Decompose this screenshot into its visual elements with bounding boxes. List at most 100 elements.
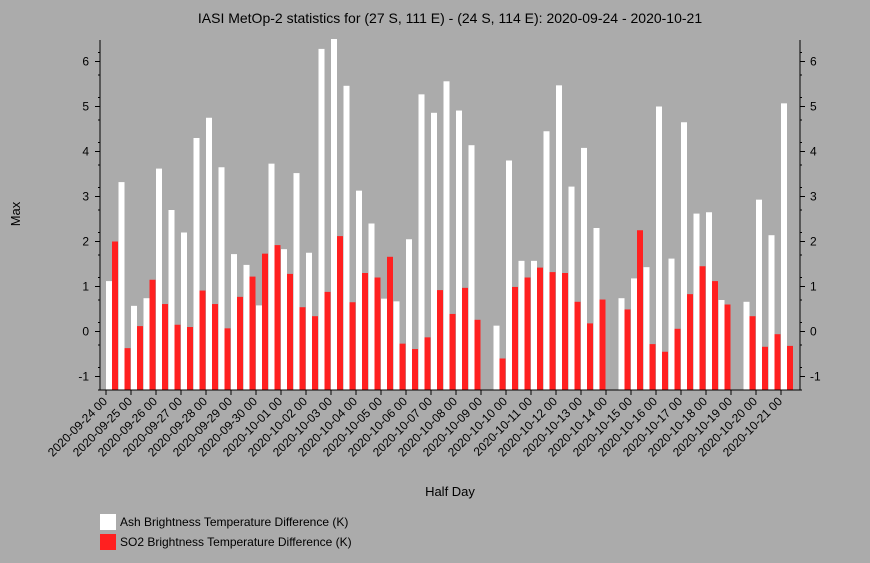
- ash-bar-35: [543, 131, 550, 390]
- so2-bar-43: [649, 344, 656, 390]
- y-tick-label-left: 0: [82, 325, 89, 339]
- y-tick-label-left: 3: [82, 190, 89, 204]
- so2-bar-2: [137, 326, 143, 390]
- ash-bar-46: [681, 122, 687, 390]
- ash-bar-17: [318, 48, 325, 391]
- ash-bar-1: [118, 182, 125, 390]
- so2-bar-33: [524, 277, 531, 390]
- ash-bar-12: [256, 305, 262, 390]
- so2-bar-38: [587, 323, 593, 390]
- x-axis-label: Half Day: [425, 484, 475, 499]
- so2-bar-45: [674, 328, 681, 390]
- so2-bar-28: [462, 287, 468, 390]
- ash-bar-22: [381, 298, 387, 390]
- y-tick-label-left: 5: [82, 100, 89, 114]
- so2-bar-53: [774, 334, 781, 390]
- y-tick-label-right: 6: [810, 55, 817, 69]
- ash-bar-42: [631, 278, 637, 390]
- so2-bar-12: [262, 253, 268, 390]
- ash-bar-9: [218, 167, 225, 390]
- so2-bar-54: [787, 345, 793, 390]
- so2-bar-11: [249, 276, 256, 390]
- so2-bar-48: [712, 281, 718, 390]
- so2-bar-7: [199, 290, 206, 390]
- so2-bar-25: [424, 337, 431, 390]
- ash-bar-7: [193, 138, 200, 390]
- so2-bar-0: [112, 241, 118, 390]
- so2-bar-1: [124, 348, 131, 390]
- chart-title: IASI MetOp-2 statistics for (27 S, 111 E…: [198, 10, 702, 26]
- ash-bar-0: [106, 281, 112, 390]
- legend: Ash Brightness Temperature Difference (K…: [100, 512, 352, 552]
- ash-bar-28: [456, 110, 462, 391]
- so2-bar-44: [662, 351, 668, 390]
- ash-bar-2: [131, 305, 137, 390]
- ash-bar-6: [181, 232, 187, 390]
- ash-bar-10: [231, 254, 237, 390]
- so2-bar-22: [387, 256, 393, 390]
- so2-bar-8: [212, 304, 218, 390]
- y-tick-label-right: 2: [810, 235, 817, 249]
- so2-bar-47: [699, 266, 706, 390]
- ash-bar-51: [743, 301, 750, 390]
- so2-bar-27: [449, 313, 456, 390]
- so2-bar-34: [537, 267, 543, 390]
- ash-bar-44: [656, 106, 662, 390]
- ash-bar-11: [243, 264, 250, 390]
- so2-bar-36: [562, 273, 568, 390]
- so2-bar-39: [599, 299, 606, 390]
- so2-bar-14: [287, 273, 293, 390]
- ash-bar-25: [418, 94, 425, 390]
- y-axis-label: Max: [8, 201, 23, 226]
- y-tick-label-right: 1: [810, 280, 817, 294]
- legend-label-ash: Ash Brightness Temperature Difference (K…: [120, 515, 349, 529]
- ash-bar-14: [281, 249, 287, 390]
- ash-bar-37: [568, 186, 575, 390]
- legend-item-so2: SO2 Brightness Temperature Difference (K…: [100, 532, 352, 552]
- ash-bar-32: [506, 160, 512, 390]
- so2-bar-52: [762, 346, 768, 390]
- ash-bar-53: [768, 235, 775, 390]
- y-tick-label-right: 0: [810, 325, 817, 339]
- so2-bar-21: [374, 277, 381, 390]
- ash-bar-8: [206, 117, 212, 390]
- so2-bar-32: [512, 286, 518, 390]
- ash-bar-36: [556, 85, 562, 390]
- so2-bar-6: [187, 327, 193, 390]
- so2-bar-4: [162, 304, 168, 390]
- so2-bar-23: [399, 343, 406, 390]
- so2-bar-29: [474, 319, 481, 390]
- so2-bar-9: [224, 328, 231, 390]
- so2-bar-46: [687, 294, 693, 390]
- y-tick-label-right: 5: [810, 100, 817, 114]
- ash-bar-48: [706, 212, 712, 390]
- ash-bar-23: [393, 301, 400, 390]
- so2-bar-18: [337, 236, 343, 390]
- legend-item-ash: Ash Brightness Temperature Difference (K…: [100, 512, 352, 532]
- so2-bar-15: [299, 307, 306, 390]
- so2-bar-24: [412, 349, 418, 390]
- so2-bar-37: [574, 301, 581, 390]
- ash-bar-15: [293, 173, 300, 390]
- ash-bar-18: [331, 39, 337, 390]
- so2-bar-13: [274, 245, 281, 390]
- y-tick-label-left: 2: [82, 235, 89, 249]
- ash-bar-27: [443, 81, 450, 391]
- ash-bar-49: [718, 300, 725, 390]
- ash-bar-52: [756, 199, 762, 390]
- y-tick-label-left: -1: [78, 370, 89, 384]
- so2-bar-16: [312, 316, 318, 390]
- so2-bar-10: [237, 296, 243, 390]
- ash-bar-5: [168, 210, 175, 390]
- legend-label-so2: SO2 Brightness Temperature Difference (K…: [120, 535, 352, 549]
- y-tick-label-left: 6: [82, 55, 89, 69]
- so2-bar-31: [499, 358, 506, 390]
- ash-bar-45: [668, 258, 675, 390]
- so2-bar-42: [637, 230, 643, 390]
- so2-bar-20: [362, 273, 368, 390]
- so2-bar-26: [437, 290, 443, 390]
- ash-bar-24: [406, 239, 412, 390]
- y-tick-label-left: 4: [82, 145, 89, 159]
- ash-bar-33: [518, 260, 525, 390]
- ash-bar-47: [693, 213, 700, 390]
